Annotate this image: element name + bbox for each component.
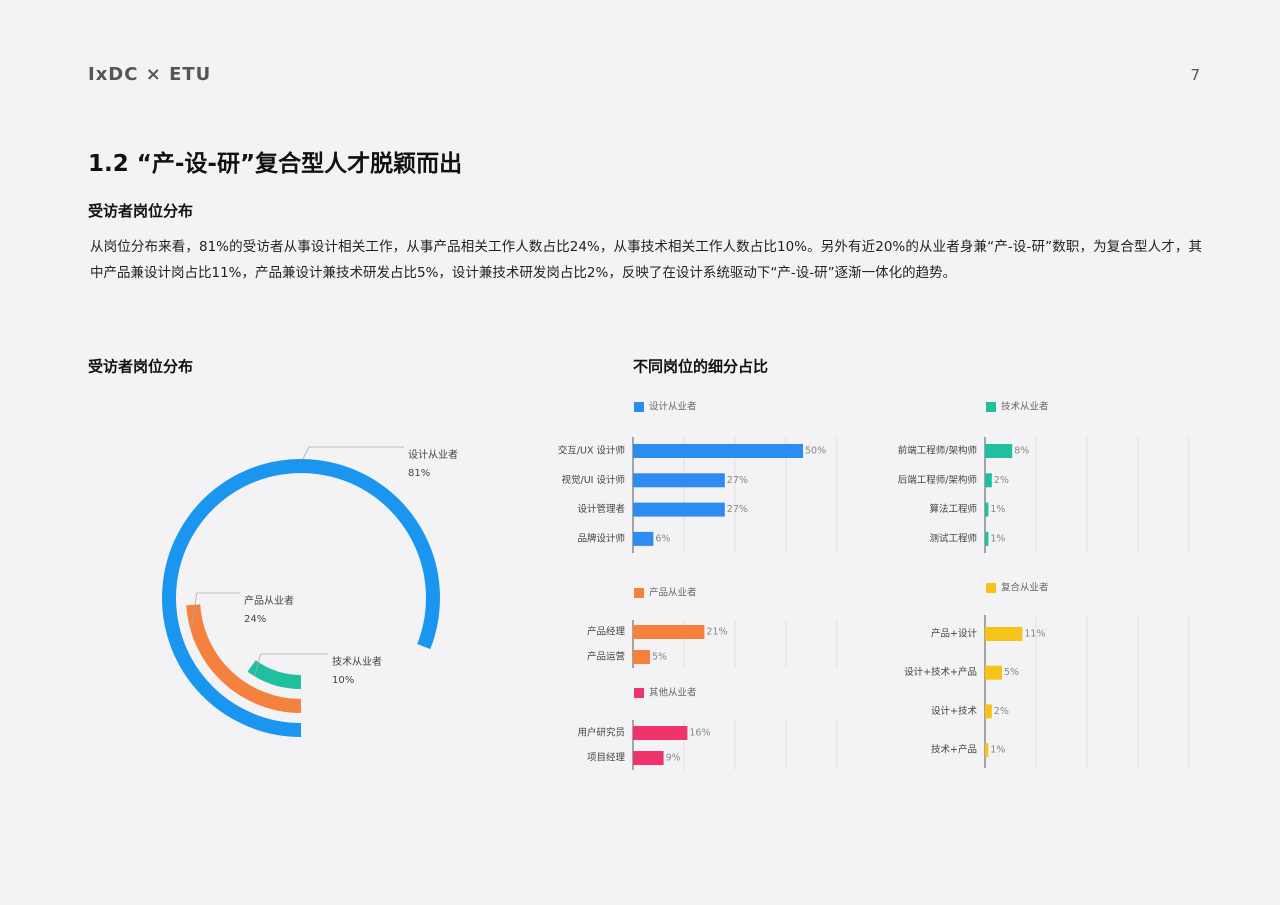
bar <box>985 704 992 719</box>
category-label: 设计+技术+产品 <box>904 666 977 678</box>
category-label: 算法工程师 <box>929 503 977 515</box>
legend-label: 设计从业者 <box>649 401 697 413</box>
category-label: 前端工程师/架构师 <box>898 445 977 457</box>
bar <box>985 502 989 517</box>
legend-label: 产品从业者 <box>649 587 697 599</box>
value-label: 21% <box>706 627 727 638</box>
bar <box>985 627 1023 641</box>
category-label: 测试工程师 <box>929 532 977 544</box>
bar <box>985 665 1002 680</box>
value-label: 1% <box>990 533 1005 544</box>
category-label: 技术+产品 <box>931 744 977 756</box>
bar <box>633 751 664 765</box>
bar <box>633 473 725 488</box>
page-title: 1.2 “产-设-研”复合型人才脱颖而出 <box>88 151 463 177</box>
legend-swatch <box>634 588 644 598</box>
label: 技术从业者 <box>332 655 382 668</box>
leader-line <box>302 446 404 460</box>
chart-title: 不同岗位的细分占比 <box>633 358 768 376</box>
leader-line <box>190 592 240 631</box>
category-label: 交互/UX 设计师 <box>558 445 625 457</box>
bar <box>633 502 725 517</box>
paragraph: 从岗位分布来看，81%的受访者从事设计相关工作，从事产品相关工作人数占比24%，… <box>90 239 1202 281</box>
section-heading: 受访者岗位分布 <box>88 202 194 220</box>
ring-arc <box>162 459 440 737</box>
bar <box>633 444 803 458</box>
page-number: 7 <box>1190 66 1200 84</box>
bar <box>985 473 992 488</box>
value-label: 16% <box>689 728 710 739</box>
category-label: 设计+技术 <box>931 705 977 717</box>
value-label: 1% <box>990 504 1005 515</box>
category-label: 视觉/UI 设计师 <box>562 474 625 486</box>
legend-label: 复合从业者 <box>1001 582 1049 594</box>
value-label: 11% <box>1024 629 1045 640</box>
value-label: 6% <box>655 533 670 544</box>
category-label: 产品+设计 <box>931 628 977 640</box>
value-label: 10% <box>332 675 354 686</box>
category-label: 产品经理 <box>587 626 626 638</box>
label: 设计从业者 <box>408 448 458 461</box>
category-label: 品牌设计师 <box>577 532 625 544</box>
legend-swatch <box>986 583 996 593</box>
bar <box>633 650 650 664</box>
value-label: 5% <box>652 652 667 663</box>
value-label: 8% <box>1014 446 1029 457</box>
ring-arc <box>186 604 302 713</box>
category-label: 设计管理者 <box>577 503 625 515</box>
category-label: 用户研究员 <box>577 727 625 739</box>
category-label: 后端工程师/架构师 <box>898 474 977 486</box>
value-label: 1% <box>990 745 1005 756</box>
bar <box>633 531 654 546</box>
label: 产品从业者 <box>244 594 294 607</box>
category-label: 产品运营 <box>587 651 625 663</box>
value-label: 81% <box>408 468 430 479</box>
legend-label: 其他从业者 <box>649 687 697 699</box>
value-label: 5% <box>1004 667 1019 678</box>
chart-title: 受访者岗位分布 <box>88 358 193 376</box>
value-label: 50% <box>805 446 826 457</box>
value-label: 27% <box>727 475 748 486</box>
category-label: 项目经理 <box>587 752 626 764</box>
value-label: 2% <box>994 706 1009 717</box>
leader-line <box>254 653 328 677</box>
bar <box>985 743 989 758</box>
value-label: 2% <box>994 475 1009 486</box>
legend-label: 技术从业者 <box>1001 401 1049 413</box>
brand: IxDC × ETU <box>88 64 212 85</box>
legend-swatch <box>986 402 996 412</box>
bar <box>985 531 989 546</box>
value-label: 27% <box>727 504 748 515</box>
ring-arc <box>247 660 302 689</box>
bar <box>633 625 705 639</box>
bar <box>985 444 1013 458</box>
legend-swatch <box>634 688 644 698</box>
value-label: 24% <box>244 614 266 625</box>
value-label: 9% <box>666 753 681 764</box>
legend-swatch <box>634 402 644 412</box>
bar <box>633 726 688 740</box>
